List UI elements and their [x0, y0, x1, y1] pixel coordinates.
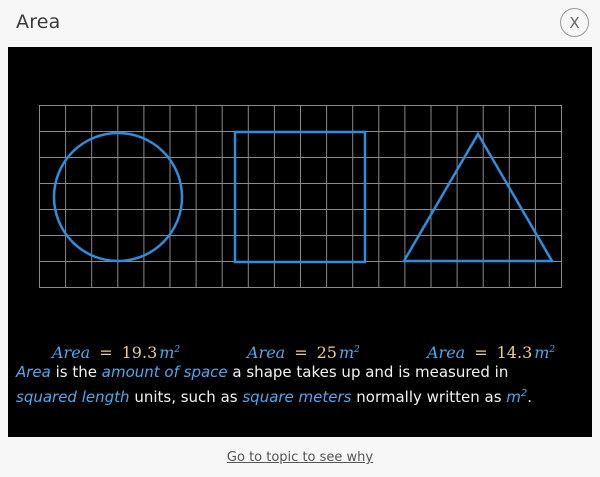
unit-symbol: m [338, 343, 355, 362]
dialog-title: Area [16, 11, 61, 33]
unit-exponent: 2 [354, 345, 360, 355]
equals-sign: = [294, 343, 308, 362]
close-button[interactable]: X [560, 8, 589, 37]
go-to-topic-link[interactable]: Go to topic to see why [226, 450, 374, 465]
unit-exponent: 2 [174, 345, 181, 355]
unit-symbol: m [534, 343, 550, 362]
triangle-shape [401, 131, 555, 263]
grid-vertical-lines [65, 105, 536, 288]
area-value: 14.3 [496, 343, 533, 362]
desc-text: normally written as [351, 388, 507, 406]
illustration-panel: Area = 19.3 m2 Area = 25 m2 Area = 14.3 m2 [8, 47, 592, 437]
square-area-label: Area = 25 m2 [247, 343, 360, 369]
desc-text: is the [50, 363, 102, 381]
area-unit: m2 [339, 343, 360, 362]
desc-text: units, such as [129, 388, 243, 406]
term-squared-length: squared length [16, 388, 130, 406]
desc-text: a shape takes up and is measured in [227, 363, 509, 381]
triangle-area-label: Area = 14.3 m2 [427, 343, 555, 369]
area-unit: m2 [534, 343, 555, 362]
desc-text: . [527, 388, 533, 406]
unit-exponent: 2 [520, 388, 528, 399]
circle-shape [52, 131, 184, 263]
equals-sign: = [99, 343, 113, 362]
area-word: Area [427, 343, 466, 362]
unit-symbol: m [506, 388, 521, 406]
term-unit: m2 [506, 388, 527, 406]
equals-sign: = [474, 343, 488, 362]
area-word: Area [52, 343, 91, 362]
circle-area-label: Area = 19.3 m2 [52, 343, 180, 369]
area-word: Area [247, 343, 286, 362]
area-unit: m2 [159, 343, 180, 362]
term-amount-of-space: amount of space [101, 363, 228, 381]
area-value: 19.3 [121, 343, 158, 362]
square-shape [233, 130, 367, 264]
term-square-meters: square meters [242, 388, 352, 406]
unit-exponent: 2 [549, 345, 556, 355]
shapes-figure [39, 105, 562, 288]
close-icon: X [569, 13, 580, 32]
area-description: Area is the amount of space a shape take… [16, 360, 571, 410]
term-area: Area [16, 363, 51, 381]
unit-symbol: m [159, 343, 175, 362]
area-value: 25 [316, 343, 337, 362]
